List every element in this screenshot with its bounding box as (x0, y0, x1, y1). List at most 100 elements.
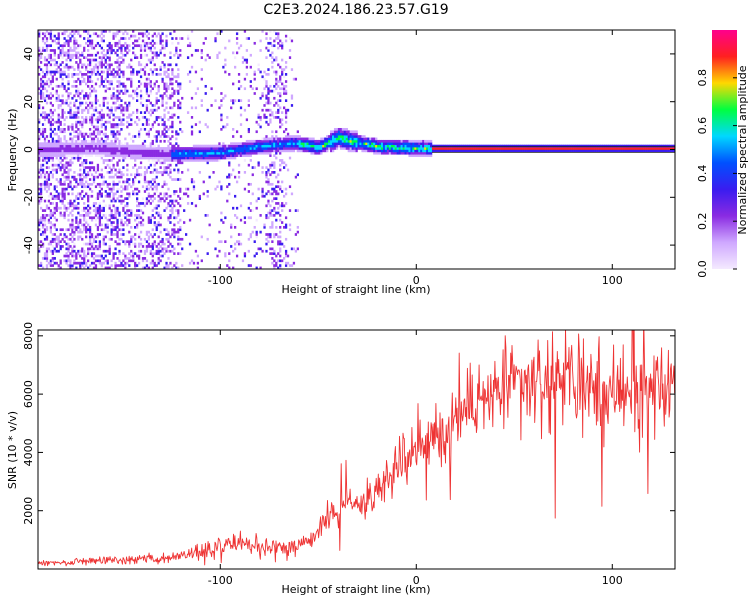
spectrogram-cell (79, 130, 82, 134)
spectrogram-cell (49, 63, 53, 67)
spectrogram-cell (669, 144, 672, 148)
spectrogram-cell (163, 73, 166, 76)
spectrogram-cell (279, 139, 282, 143)
spectrogram-cell (137, 118, 141, 122)
spectrogram-cell (324, 149, 327, 153)
spectrogram-cell (363, 142, 366, 146)
spectrogram-cell (53, 154, 56, 157)
spectrogram-cell (110, 211, 113, 215)
spectrogram-cell (71, 156, 74, 160)
spectrogram-cell (267, 202, 270, 205)
spectrogram-cell (292, 139, 296, 143)
spectrogram-cell (541, 147, 544, 150)
spectrogram-cell (241, 61, 245, 64)
spectrogram-cell (43, 113, 47, 117)
spectrogram-cell (124, 266, 127, 270)
spectrogram-cell (139, 249, 143, 253)
spectrogram-cell (165, 154, 168, 157)
spectrogram-cell (351, 132, 354, 136)
spectrogram-cell (102, 99, 105, 102)
spectrogram-cell (71, 123, 74, 126)
spectrogram-cell (245, 154, 249, 157)
spectrogram-cell (98, 142, 102, 146)
spectrogram-cell (247, 139, 250, 143)
spectrogram-cell (77, 92, 80, 95)
spectrogram-cell (490, 149, 494, 153)
spectrogram-cell (234, 144, 237, 148)
spectrogram-cell (239, 154, 243, 157)
spectrogram-cell (657, 147, 660, 150)
spectrogram-cell (531, 149, 535, 153)
spectrogram-cell (147, 77, 151, 81)
spectrogram-cell (94, 125, 98, 129)
spectrogram-cell (122, 209, 125, 212)
spectrogram-cell (271, 223, 274, 227)
spectrogram-cell (284, 120, 288, 124)
spectrogram-cell (251, 151, 254, 155)
spectrogram-cell (177, 89, 180, 93)
spectrogram-cell (38, 228, 41, 232)
spectrogram-cell (253, 92, 256, 95)
spectrogram-cell (257, 116, 260, 119)
spectrogram-cell (45, 142, 49, 146)
spectrogram-cell (502, 144, 505, 148)
spectrogram-cell (192, 180, 196, 184)
spectrogram-cell (226, 199, 229, 203)
spectrogram-cell (333, 147, 337, 150)
spectrogram-cell (430, 147, 433, 150)
spectrogram-cell (106, 144, 109, 148)
spectrogram-cell (153, 206, 156, 210)
spectrogram-cell (261, 147, 264, 150)
spectrogram-cell (204, 151, 207, 155)
spectrogram-cell (143, 73, 147, 76)
spectrogram-cell (351, 147, 354, 150)
spectrogram-cell (77, 89, 80, 93)
spectrogram-cell (128, 113, 131, 117)
spectrogram-cell (157, 259, 160, 263)
spectrogram-cell (141, 218, 145, 222)
spectrogram-cell (100, 30, 103, 33)
spectrogram-cell (418, 147, 421, 150)
spectrogram-cell (102, 209, 105, 212)
spectrogram-cell (83, 80, 86, 83)
spectrogram-cell (114, 151, 117, 155)
spectrogram-cell (253, 147, 256, 150)
spectrogram-cell (132, 192, 135, 196)
spectrogram-cell (237, 242, 241, 246)
spectrogram-cell (259, 70, 262, 74)
spectrogram-cell (243, 87, 247, 91)
spectrogram-cell (404, 139, 407, 143)
spectrogram-cell (43, 99, 47, 102)
spectrogram-cell (255, 151, 258, 155)
spectrogram-cell (134, 242, 137, 246)
spectrogram-cell (41, 46, 45, 50)
spectrogram-cell (157, 159, 160, 162)
spectrogram-cell (59, 49, 62, 52)
spectrogram-cell (47, 221, 51, 224)
spectrogram-cell (139, 46, 143, 50)
spectrogram-cell (87, 53, 90, 57)
spectrogram-cell (71, 137, 74, 141)
spectrogram-cell (190, 106, 194, 110)
spectrogram-cell (79, 178, 82, 181)
spectrogram-cell (275, 111, 278, 114)
spectrogram-cell (114, 209, 117, 212)
spectrogram-cell (269, 30, 272, 33)
spectrogram-cell (88, 87, 92, 91)
spectrogram-cell (94, 154, 98, 157)
spectrogram-cell (137, 257, 141, 260)
spectrogram-cell (96, 139, 100, 143)
spectrogram-cell (234, 175, 237, 179)
spectrogram-cell (161, 240, 164, 244)
spectrogram-cell (112, 252, 115, 255)
spectrogram-cell (261, 192, 264, 196)
spectrogram-cell (132, 151, 135, 155)
spectrogram-cell (120, 218, 123, 222)
spectrogram-cell (118, 104, 121, 107)
spectrogram-cell (318, 142, 321, 146)
spectrogram-cell (261, 194, 264, 198)
spectrogram-cell (141, 245, 145, 248)
spectrogram-cell (65, 171, 68, 174)
spectrogram-cell (145, 106, 149, 110)
spectrogram-cell (237, 73, 241, 76)
